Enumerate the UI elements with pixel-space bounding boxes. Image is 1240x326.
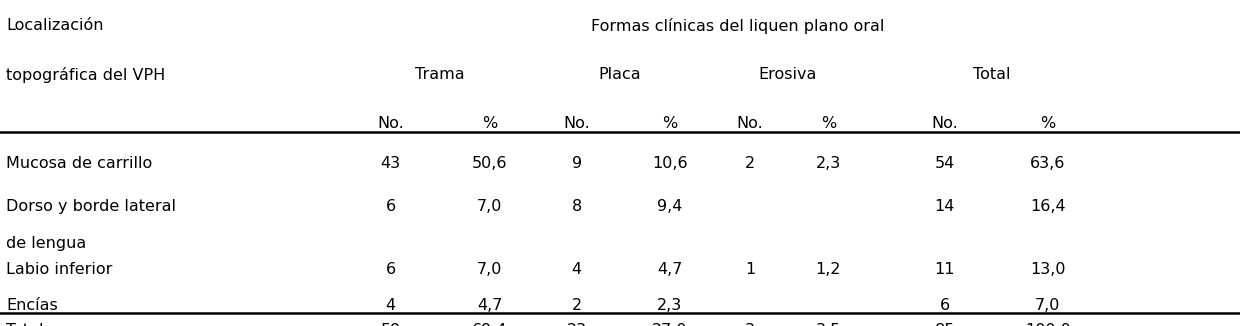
Text: Total: Total: [6, 323, 43, 326]
Text: 3,5: 3,5: [816, 323, 841, 326]
Text: Erosiva: Erosiva: [758, 67, 817, 82]
Text: 43: 43: [381, 156, 401, 171]
Text: 2,3: 2,3: [816, 156, 841, 171]
Text: Encías: Encías: [6, 298, 58, 313]
Text: 50,6: 50,6: [472, 156, 507, 171]
Text: 4: 4: [386, 298, 396, 313]
Text: 11: 11: [935, 262, 955, 277]
Text: 23: 23: [567, 323, 587, 326]
Text: 6: 6: [386, 262, 396, 277]
Text: 9: 9: [572, 156, 582, 171]
Text: 9,4: 9,4: [657, 199, 682, 214]
Text: 1,2: 1,2: [816, 262, 841, 277]
Text: 85: 85: [935, 323, 955, 326]
Text: 7,0: 7,0: [477, 262, 502, 277]
Text: 2,3: 2,3: [657, 298, 682, 313]
Text: 8: 8: [572, 199, 582, 214]
Text: 59: 59: [381, 323, 401, 326]
Text: 4: 4: [572, 262, 582, 277]
Text: Trama: Trama: [415, 67, 465, 82]
Text: No.: No.: [737, 116, 764, 131]
Text: 54: 54: [935, 156, 955, 171]
Text: Formas clínicas del liquen plano oral: Formas clínicas del liquen plano oral: [591, 18, 884, 34]
Text: 4,7: 4,7: [477, 298, 502, 313]
Text: Mucosa de carrillo: Mucosa de carrillo: [6, 156, 153, 171]
Text: 7,0: 7,0: [1035, 298, 1060, 313]
Text: No.: No.: [377, 116, 404, 131]
Text: 7,0: 7,0: [477, 199, 502, 214]
Text: 4,7: 4,7: [657, 262, 682, 277]
Text: 1: 1: [745, 262, 755, 277]
Text: 13,0: 13,0: [1030, 262, 1065, 277]
Text: %: %: [1040, 116, 1055, 131]
Text: 10,6: 10,6: [652, 156, 687, 171]
Text: 69,4: 69,4: [472, 323, 507, 326]
Text: 63,6: 63,6: [1030, 156, 1065, 171]
Text: 6: 6: [940, 298, 950, 313]
Text: 3: 3: [745, 323, 755, 326]
Text: %: %: [821, 116, 836, 131]
Text: topográfica del VPH: topográfica del VPH: [6, 67, 165, 83]
Text: %: %: [482, 116, 497, 131]
Text: Placa: Placa: [599, 67, 641, 82]
Text: Total: Total: [973, 67, 1011, 82]
Text: 27,0: 27,0: [652, 323, 687, 326]
Text: 100,0: 100,0: [1025, 323, 1070, 326]
Text: 6: 6: [386, 199, 396, 214]
Text: %: %: [662, 116, 677, 131]
Text: No.: No.: [931, 116, 959, 131]
Text: 2: 2: [572, 298, 582, 313]
Text: 16,4: 16,4: [1030, 199, 1065, 214]
Text: No.: No.: [563, 116, 590, 131]
Text: Dorso y borde lateral: Dorso y borde lateral: [6, 199, 176, 214]
Text: de lengua: de lengua: [6, 236, 87, 251]
Text: 14: 14: [935, 199, 955, 214]
Text: Localización: Localización: [6, 18, 104, 33]
Text: Labio inferior: Labio inferior: [6, 262, 113, 277]
Text: 2: 2: [745, 156, 755, 171]
